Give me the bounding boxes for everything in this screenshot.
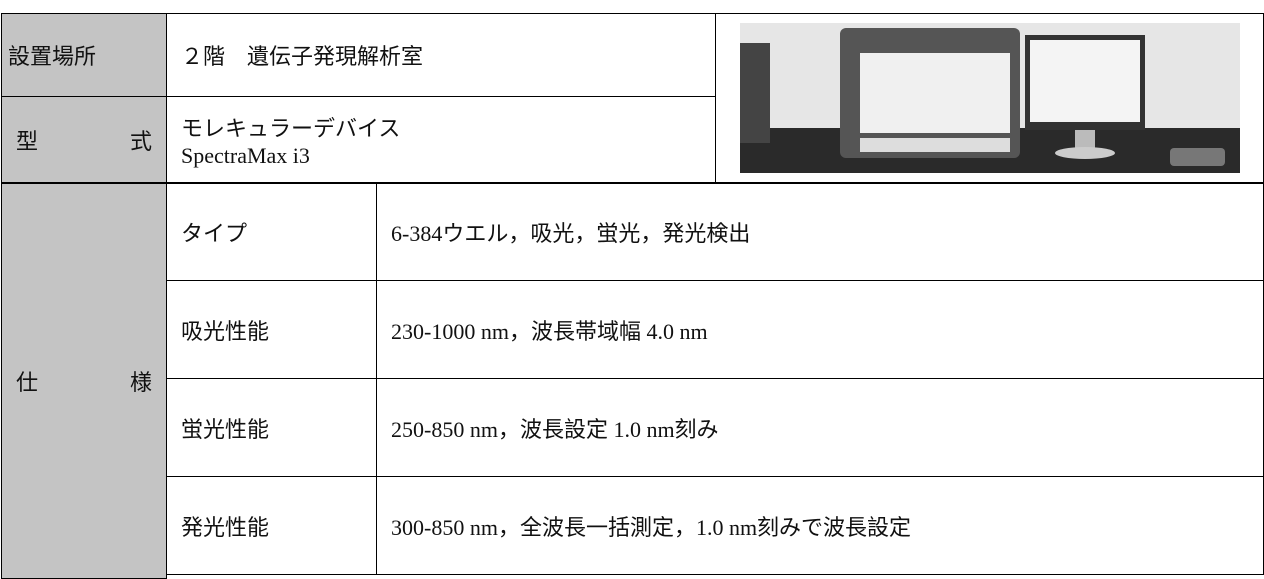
value: ２階 遺伝子発現解析室 bbox=[181, 44, 424, 69]
text: 250-850 nm，波長設定 1.0 nm刻み bbox=[391, 416, 719, 442]
photo-cell bbox=[715, 13, 1264, 183]
spec-label: 蛍光性能 bbox=[166, 378, 377, 477]
label: 型 bbox=[16, 128, 39, 154]
text: 発光性能 bbox=[181, 514, 270, 540]
photo bbox=[739, 23, 1240, 173]
value: SpectraMax i3 bbox=[181, 142, 310, 168]
value-cell: モレキュラーデバイス SpectraMax i3 bbox=[166, 96, 716, 183]
text: タイプ bbox=[181, 221, 248, 246]
label-cell: 型式 bbox=[1, 96, 167, 183]
text: 300-850 nm，全波長一括測定，1.0 nm刻みで波長設定 bbox=[391, 514, 912, 540]
text: 蛍光性能 bbox=[181, 416, 270, 442]
spec-label: 発光性能 bbox=[166, 476, 377, 575]
spec-value: 250-850 nm，波長設定 1.0 nm刻み bbox=[376, 378, 1264, 477]
text: 6-384ウエル，吸光，蛍光，発光検出 bbox=[391, 221, 751, 246]
value: モレキュラーデバイス bbox=[181, 115, 401, 141]
spec-label: タイプ bbox=[166, 182, 377, 281]
spec-label: 吸光性能 bbox=[166, 280, 377, 379]
label: 設置場所 bbox=[8, 44, 97, 69]
spec-value: 6-384ウエル，吸光，蛍光，発光検出 bbox=[376, 182, 1264, 281]
spec-value: 230-1000 nm，波長帯域幅 4.0 nm bbox=[376, 280, 1264, 379]
value-cell: ２階 遺伝子発現解析室 bbox=[166, 13, 716, 97]
label: 仕 bbox=[16, 370, 39, 395]
text: 230-1000 nm，波長帯域幅 4.0 nm bbox=[391, 318, 708, 344]
label: 様 bbox=[129, 370, 152, 395]
label-cell: 設置場所 bbox=[1, 13, 167, 97]
spec-value: 300-850 nm，全波長一括測定，1.0 nm刻みで波長設定 bbox=[376, 476, 1264, 575]
text: 吸光性能 bbox=[181, 318, 270, 344]
label-cell: 仕様 bbox=[1, 182, 167, 579]
label: 式 bbox=[129, 128, 152, 154]
